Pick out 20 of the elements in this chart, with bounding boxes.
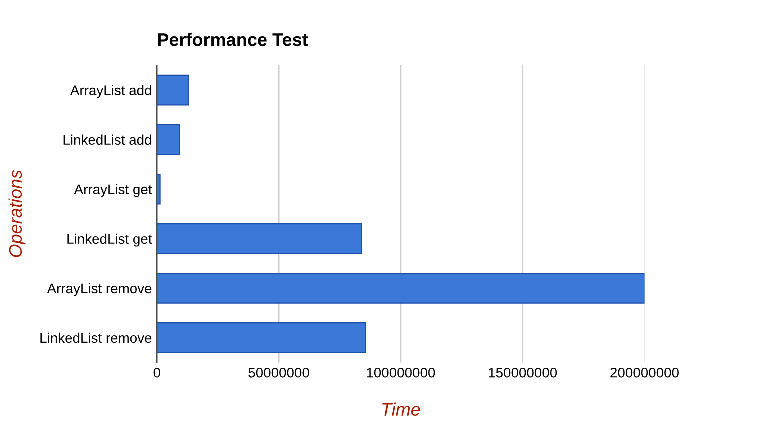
y-tick-label: ArrayList remove	[47, 283, 152, 296]
x-tick-label: 200000000	[610, 368, 679, 378]
y-axis-title: Operations	[8, 170, 26, 258]
bar	[157, 174, 161, 205]
y-tick-label: LinkedList add	[64, 134, 152, 146]
x-tick-label: 0	[154, 368, 160, 378]
y-tick-label: LinkedList get	[68, 234, 152, 247]
x-axis-title: Time	[382, 402, 420, 416]
x-tick-label: 50000000	[248, 368, 310, 378]
bar	[157, 273, 645, 304]
chart-title: Performance Test	[158, 33, 308, 46]
y-tick-label: LinkedList remove	[40, 332, 152, 344]
bar	[157, 322, 366, 354]
bar	[157, 124, 180, 156]
y-tick-label: ArrayList add	[70, 85, 152, 98]
x-tick-label: 150000000	[489, 368, 558, 378]
bar	[157, 223, 362, 254]
y-tick-label: ArrayList get	[74, 184, 152, 198]
bar	[157, 74, 190, 106]
x-tick-label: 100000000	[367, 368, 436, 378]
